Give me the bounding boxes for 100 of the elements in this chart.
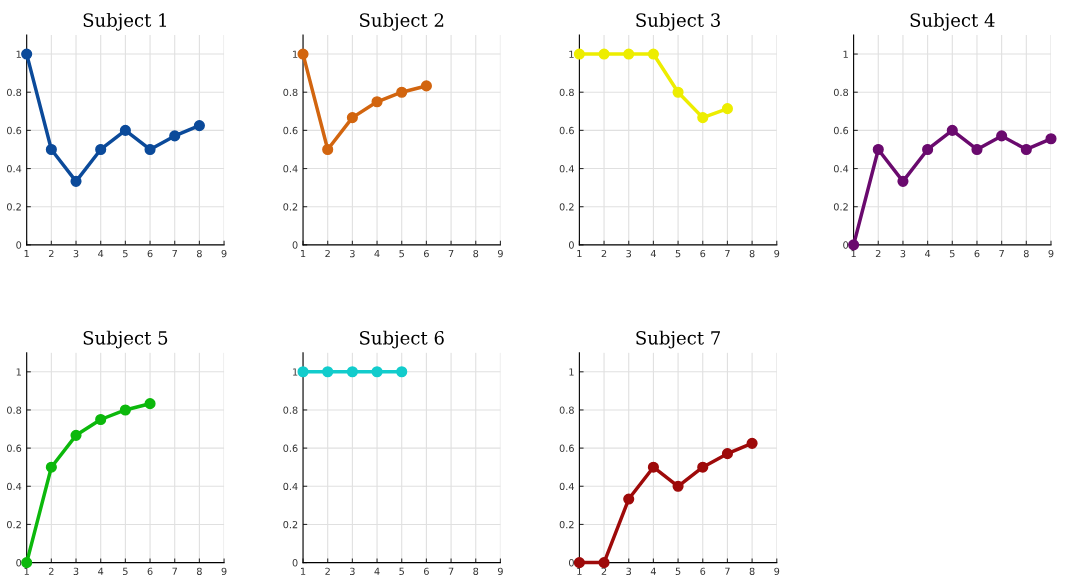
- y-tick-label: 0.4: [6, 165, 22, 173]
- y-tick-label: 0.6: [6, 444, 22, 452]
- point: [623, 493, 635, 505]
- x-tick-label: 5: [949, 250, 955, 258]
- y-tick-label: 0.2: [283, 520, 298, 529]
- point: [897, 175, 909, 187]
- x-tick-label: 6: [974, 249, 980, 258]
- x-tick-label: 2: [48, 567, 54, 575]
- x-tick-label: 6: [147, 567, 153, 575]
- chart-title: Subject 6: [360, 330, 444, 349]
- y-tick-label: 0.8: [283, 88, 298, 97]
- y-tick-label: 0.8: [6, 406, 22, 414]
- x-tick-label: 7: [999, 250, 1004, 258]
- y-tick-label: 0.4: [283, 165, 298, 173]
- y-tick-label: 0.6: [559, 444, 574, 452]
- x-tick-label: 4: [374, 250, 380, 258]
- y-tick-label: 0.6: [283, 444, 298, 452]
- point: [420, 80, 432, 92]
- x-tick-label: 2: [601, 249, 607, 258]
- x-tick-label: 6: [423, 249, 429, 258]
- x-tick-label: 1: [301, 250, 306, 258]
- x-tick-label: 5: [675, 250, 681, 258]
- x-tick-label: 4: [925, 250, 931, 258]
- y-tick-label: 0.8: [6, 88, 22, 97]
- y-tick-label: 0.4: [833, 165, 849, 173]
- y-tick-label: 1: [569, 368, 574, 376]
- point: [647, 48, 659, 60]
- x-tick-label: 7: [172, 250, 177, 258]
- y-tick-label: 0: [568, 559, 574, 567]
- x-tick-label: 8: [749, 249, 755, 258]
- x-tick-label: 8: [473, 249, 479, 258]
- chart-title: Subject 5: [83, 330, 168, 349]
- x-tick-label: 3: [73, 249, 79, 258]
- y-tick-label: 0.8: [833, 88, 849, 97]
- x-tick-label: 1: [577, 250, 582, 258]
- y-tick-label: 0: [843, 241, 849, 249]
- point: [371, 96, 383, 108]
- point: [95, 413, 107, 426]
- x-tick-label: 8: [473, 567, 479, 575]
- y-tick-label: 1: [16, 368, 21, 376]
- y-tick-label: 1: [293, 368, 298, 376]
- point: [193, 120, 205, 132]
- point: [322, 143, 334, 156]
- y-tick-label: 0: [292, 559, 298, 567]
- x-tick-label: 4: [374, 567, 380, 575]
- point: [996, 130, 1008, 142]
- x-tick-label: 9: [774, 567, 780, 575]
- point: [21, 48, 33, 60]
- point: [1045, 133, 1057, 145]
- x-tick-label: 1: [851, 250, 856, 258]
- x-tick-label: 2: [325, 567, 330, 575]
- point: [721, 448, 733, 460]
- x-tick-label: 8: [1023, 249, 1029, 258]
- point: [697, 461, 709, 473]
- x-tick-label: 9: [774, 249, 780, 258]
- x-tick-label: 1: [577, 567, 582, 575]
- point: [746, 437, 758, 449]
- chart-title: Subject 2: [360, 12, 444, 31]
- y-tick-label: 0: [568, 241, 574, 249]
- chart-title: Subject 4: [910, 12, 995, 31]
- point: [21, 557, 33, 569]
- x-tick-label: 5: [675, 567, 681, 575]
- x-tick-label: 8: [749, 567, 755, 575]
- y-tick-label: 0.2: [559, 203, 574, 211]
- point: [848, 239, 860, 251]
- y-tick-label: 0.4: [559, 482, 574, 491]
- x-tick-label: 6: [423, 567, 429, 575]
- x-tick-label: 9: [497, 567, 503, 575]
- x-tick-label: 5: [399, 567, 404, 575]
- chart-title: Subject 1: [83, 12, 167, 31]
- point: [598, 48, 610, 60]
- point: [396, 86, 408, 98]
- y-tick-label: 0.6: [6, 126, 22, 135]
- point: [297, 48, 309, 60]
- point: [573, 48, 585, 60]
- y-tick-label: 0.2: [833, 203, 848, 211]
- x-tick-label: 1: [24, 250, 29, 258]
- x-tick-label: 2: [875, 249, 881, 258]
- point: [70, 175, 82, 187]
- x-tick-label: 3: [900, 249, 906, 258]
- y-tick-label: 0.8: [559, 406, 574, 414]
- x-tick-label: 2: [325, 249, 330, 258]
- y-tick-label: 0.2: [559, 520, 574, 529]
- x-tick-label: 6: [147, 249, 153, 258]
- point: [971, 143, 983, 156]
- x-tick-label: 4: [98, 567, 104, 575]
- point: [95, 143, 107, 156]
- point: [697, 112, 709, 124]
- point: [144, 398, 156, 410]
- y-tick-label: 0: [16, 559, 22, 567]
- y-tick-label: 0.6: [559, 126, 574, 135]
- y-tick-label: 0.6: [283, 126, 298, 135]
- x-tick-label: 7: [448, 250, 454, 258]
- point: [872, 143, 884, 156]
- point: [169, 130, 181, 142]
- y-tick-label: 0: [16, 241, 22, 249]
- point: [672, 480, 684, 492]
- y-tick-label: 0.4: [6, 482, 22, 491]
- x-tick-label: 4: [98, 250, 104, 258]
- point: [45, 461, 57, 473]
